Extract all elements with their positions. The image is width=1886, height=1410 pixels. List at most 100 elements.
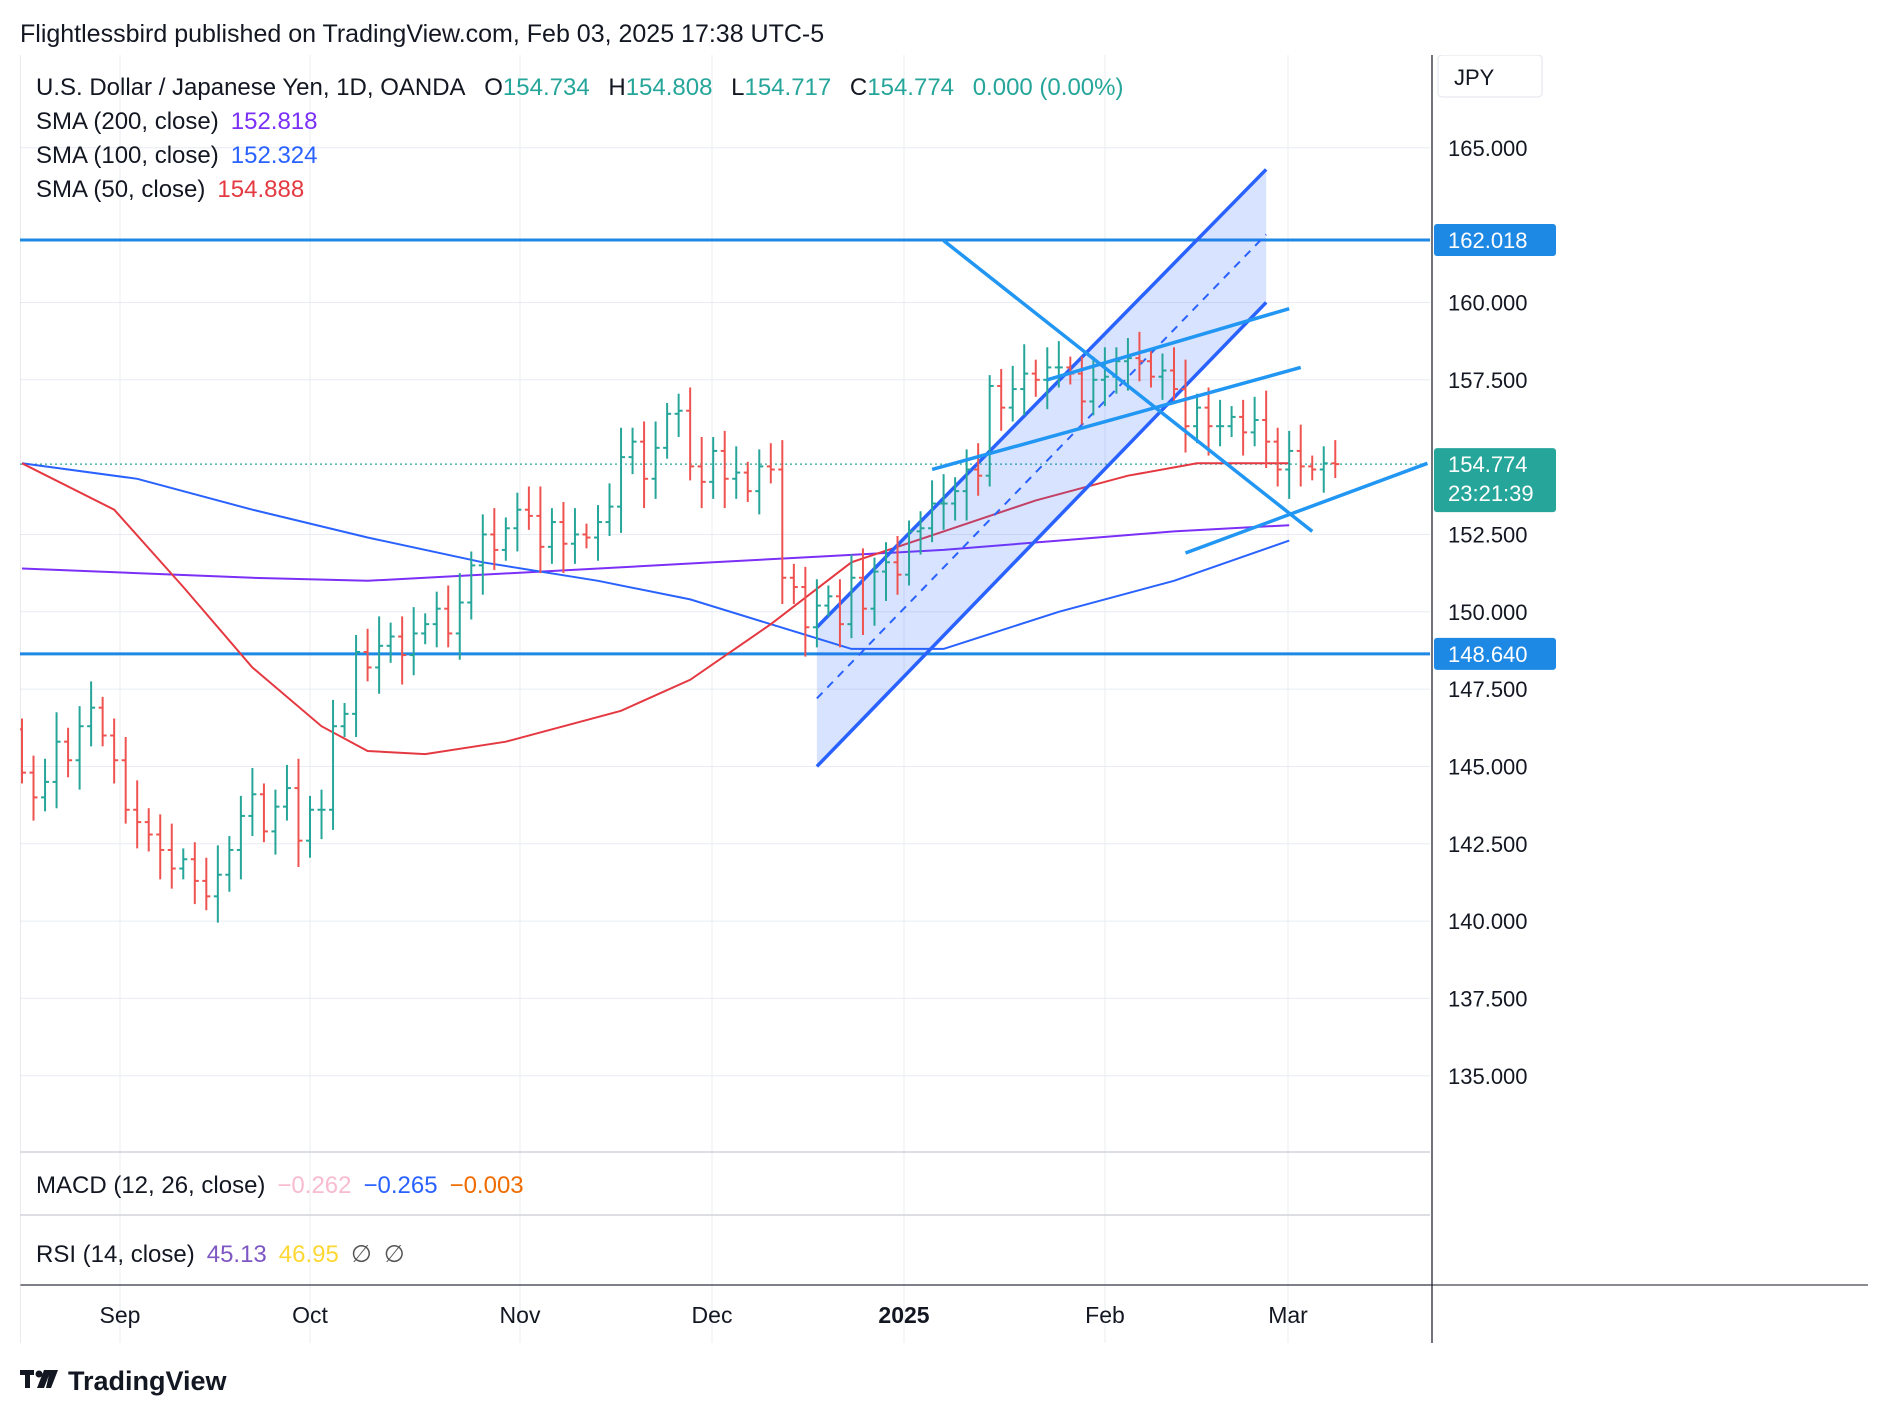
ohlc-bar — [1135, 331, 1144, 382]
ohlc-bar — [271, 789, 280, 855]
ohlc-bar — [697, 437, 706, 509]
usdjpy-chart[interactable]: 135.000 137.500 140.000 142.500 145.000 147.5… — [18, 54, 1868, 1343]
tradingview-logo[interactable]: TradingView — [20, 1366, 227, 1397]
brand-name: TradingView — [68, 1366, 227, 1396]
ohlc-bar — [213, 845, 222, 923]
currency-box: JPY — [1437, 54, 1543, 98]
ohlc-bar — [755, 449, 764, 515]
open-value: 154.734 — [502, 74, 590, 101]
trendline — [1184, 461, 1429, 555]
macd-legend: MACD (12, 26, close) −0.262 −0.265 −0.003 — [36, 1172, 524, 1199]
bar-countdown: 23:21:39 — [1448, 481, 1534, 506]
ohlc-bar — [225, 836, 234, 892]
ohlc-bar — [478, 514, 487, 595]
ohlc-bar — [547, 508, 556, 564]
ohlc-bar — [640, 421, 649, 509]
ohlc-bar — [1181, 359, 1190, 453]
ohlc-bar — [98, 696, 107, 747]
sma50-legend: SMA (50, close) 154.888 — [36, 176, 305, 203]
rsi-value-3: ∅ — [350, 1241, 372, 1268]
ohlc-bar — [524, 486, 533, 530]
ohlc-bar — [1054, 341, 1063, 388]
ohlc-bar — [1020, 344, 1029, 416]
gridlines — [20, 55, 1430, 1343]
channel-lower-line — [815, 301, 1268, 768]
change-value: 0.000 (0.00%) — [972, 74, 1124, 101]
sma100-value: 152.324 — [230, 142, 318, 169]
ohlc-bar — [720, 430, 729, 509]
ohlc-bar — [1239, 399, 1248, 456]
ohlc-bar — [1227, 406, 1236, 438]
ohlc-bar — [501, 517, 510, 561]
high-value: 154.808 — [625, 74, 713, 101]
ascending-channel — [815, 168, 1268, 768]
last-price-value: 154.774 — [1448, 452, 1528, 477]
ohlc-bar — [617, 427, 626, 533]
level-badge-label: 162.018 — [1448, 228, 1528, 253]
pane-separators — [19, 55, 1868, 1343]
ohlc-bar — [732, 446, 741, 499]
ohlc-bar — [997, 368, 1006, 431]
ohlc-bar — [398, 616, 407, 685]
ohlc-bar — [663, 402, 672, 459]
ohlc-bar — [490, 508, 499, 571]
ohlc-bar — [651, 421, 660, 499]
ohlc-bar — [674, 393, 683, 438]
price-tick-label: 145.000 — [1448, 754, 1528, 779]
price-tick-label: 135.000 — [1448, 1064, 1528, 1089]
ohlc-bar — [928, 480, 937, 543]
ohlc-bar — [985, 375, 994, 487]
ohlc-bar — [824, 585, 833, 617]
chart-area[interactable]: 135.000 137.500 140.000 142.500 145.000 147.5… — [18, 54, 1868, 1343]
ohlc-bar — [121, 737, 130, 824]
sma-overlays — [21, 462, 1290, 756]
time-tick-label: Feb — [1085, 1302, 1125, 1328]
ohlc-bar — [1204, 387, 1213, 456]
ohlc-bar — [951, 477, 960, 521]
ohlc-bar — [1308, 455, 1317, 481]
sma-line — [21, 462, 1290, 756]
ohlc-bar — [893, 535, 902, 595]
ohlc-bar — [628, 427, 637, 475]
ohlc-bar — [64, 727, 73, 778]
low-value: 154.717 — [744, 74, 832, 101]
ohlc-bar — [167, 823, 176, 889]
ohlc-bar — [144, 808, 153, 852]
ohlc-bar — [1193, 393, 1202, 444]
ohlc-bars — [18, 331, 1340, 923]
channel-fill — [816, 169, 1267, 767]
ohlc-bar — [306, 795, 314, 858]
ohlc-bar — [858, 548, 867, 635]
ohlc-bar — [156, 814, 165, 880]
ohlc-bar — [386, 622, 395, 663]
time-tick-label: Nov — [500, 1302, 541, 1328]
ohlc-bar — [1331, 440, 1340, 479]
ohlc-bar — [1319, 446, 1328, 493]
ohlc-bar — [974, 443, 983, 496]
trendline — [931, 365, 1302, 472]
ohlc-bar — [133, 780, 142, 849]
ohlc-bar — [1296, 424, 1305, 487]
ohlc-bar — [905, 520, 914, 586]
ohlc-bar — [421, 613, 430, 645]
price-tick-label: 157.500 — [1448, 368, 1528, 393]
ohlc-bar — [1158, 353, 1167, 400]
ohlc-bar — [743, 461, 752, 502]
ohlc-bar — [317, 789, 326, 840]
ohlc-bar — [236, 795, 245, 880]
ohlc-bar — [329, 699, 338, 830]
ohlc-bar — [709, 437, 718, 499]
time-tick-label: Sep — [100, 1302, 141, 1328]
last-price-badge: 154.774 23:21:39 — [1434, 448, 1556, 513]
sma200-value: 152.818 — [230, 108, 318, 135]
level-badge: 148.640 — [1434, 637, 1556, 670]
trendline — [1046, 306, 1290, 382]
ohlc-bar — [409, 607, 418, 676]
macd-value-2: −0.265 — [363, 1172, 438, 1199]
ohlc-bar — [847, 554, 856, 639]
publisher-line: Flightlessbird published on TradingView.… — [20, 20, 825, 48]
ohlc-bar — [87, 681, 96, 747]
level-badge-label: 148.640 — [1448, 642, 1528, 667]
ohlc-bar — [75, 706, 84, 790]
ohlc-bar — [110, 718, 119, 784]
